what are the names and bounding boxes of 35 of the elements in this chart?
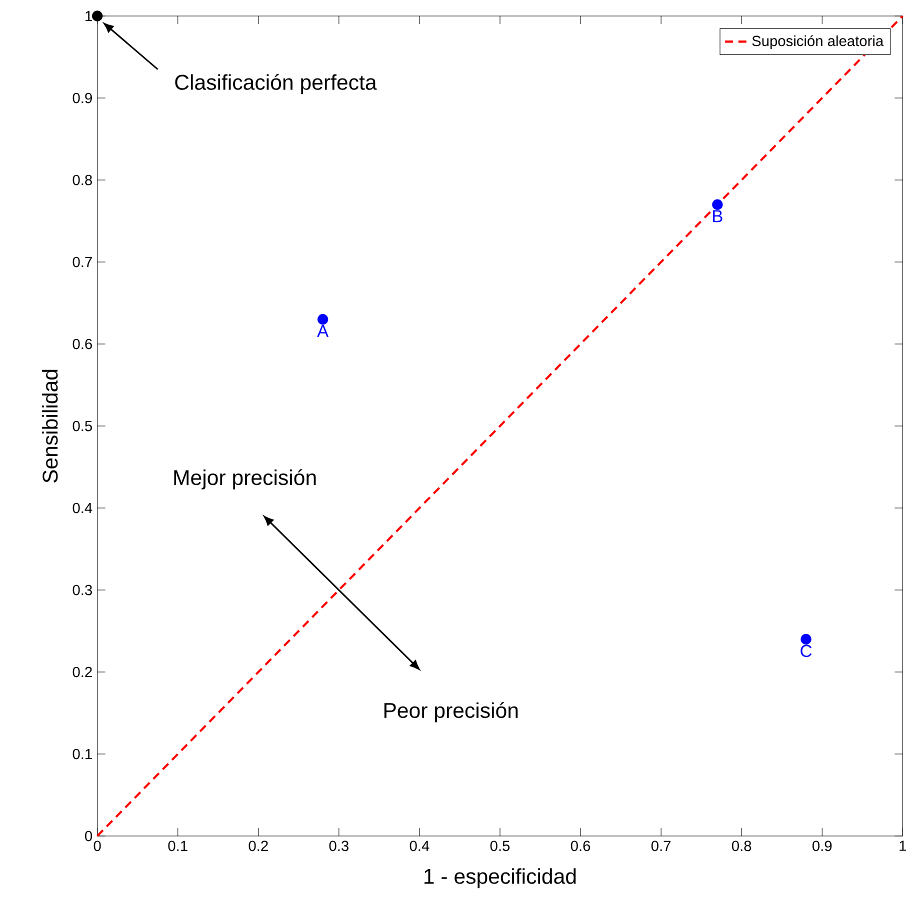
x-tick-label: 1 — [900, 840, 906, 851]
x-tick-label: 0.1 — [168, 840, 188, 852]
y-tick-label: 0 — [85, 830, 92, 842]
x-tick-label: 0.3 — [329, 840, 348, 852]
annotation: Mejor precisión — [174, 469, 316, 490]
legend-label: Suposición aleatoria — [752, 35, 884, 50]
y-tick-label: 0.6 — [72, 338, 92, 350]
annotation: Clasificación perfecta — [175, 74, 377, 94]
data-label: B — [713, 210, 722, 222]
point — [317, 314, 328, 325]
y-tick-label: 0.3 — [72, 584, 92, 596]
y-tick-label: 1 — [86, 10, 92, 22]
x-tick-label: 0.4 — [410, 840, 430, 852]
annotation: Peor precisión — [384, 702, 518, 722]
y-tick-label: 0.8 — [72, 174, 92, 186]
y-tick-label: 0.5 — [72, 420, 92, 432]
y-tick-label: 0.9 — [72, 92, 92, 104]
x-tick-label: 0.6 — [570, 840, 590, 852]
x-tick-label: 0.9 — [812, 840, 832, 852]
y-axis-title: Sensibilidad — [42, 370, 58, 483]
x-tick-label: 0.7 — [651, 840, 671, 852]
y-tick-label: 0.4 — [72, 502, 92, 514]
x-tick-label: 0.2 — [248, 840, 268, 852]
x-tick-label: 0.5 — [490, 840, 510, 852]
y-tick-label: 0.2 — [72, 666, 92, 678]
x-axis-title: 1 - especificidad — [424, 868, 576, 888]
point — [92, 10, 103, 22]
y-tick-label: 0.1 — [72, 748, 92, 760]
data-label: C — [800, 644, 812, 658]
point — [800, 634, 812, 645]
y-tick-label: 0.7 — [72, 256, 92, 268]
x-tick-label: 0.8 — [732, 840, 752, 852]
data-label: A — [317, 325, 329, 337]
x-tick-label: 0 — [94, 840, 101, 852]
point — [712, 199, 723, 210]
